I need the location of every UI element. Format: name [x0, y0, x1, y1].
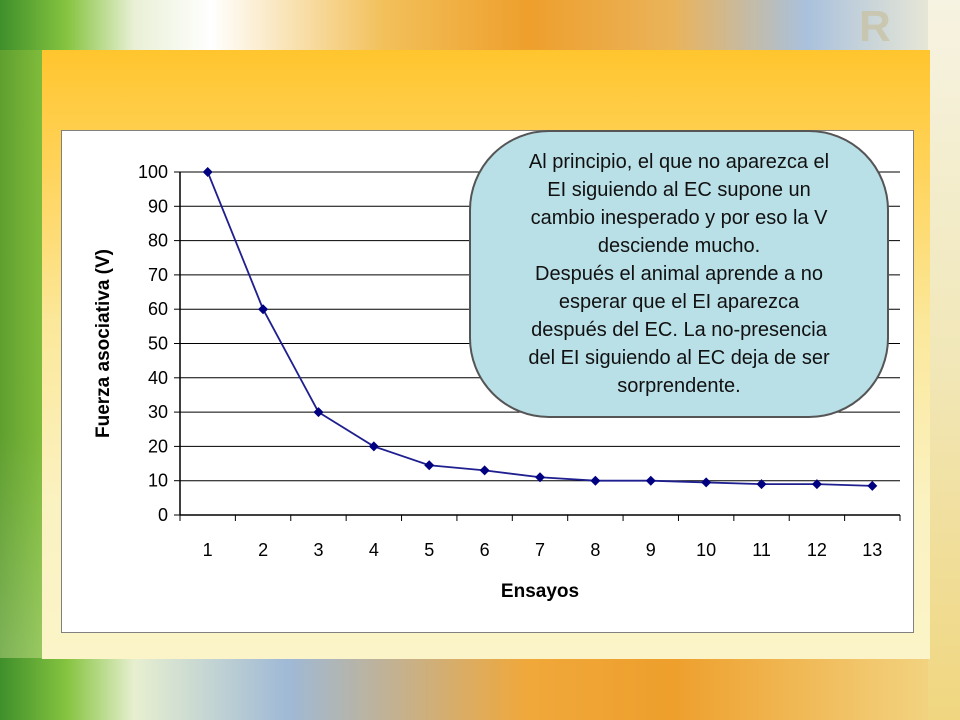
- y-tick-label: 70: [148, 265, 168, 285]
- callout-line: desciende mucho.: [597, 235, 761, 257]
- y-axis: 0 10 20 30 40 50 60 70 80 90 100: [138, 162, 181, 525]
- x-tick-label: 11: [752, 540, 771, 560]
- x-tick-label: 1: [203, 540, 213, 560]
- callout-line: del EI siguiendo al EC deja de ser: [528, 347, 830, 369]
- data-point: [258, 304, 269, 315]
- y-tick-label: 80: [148, 231, 168, 251]
- data-markers: [202, 167, 878, 491]
- y-tick-label: 30: [148, 402, 168, 422]
- callout-line: EI siguiendo al EC supone un: [547, 179, 811, 201]
- data-point: [368, 441, 379, 452]
- background-top-band: [0, 0, 960, 50]
- x-tick-label: 13: [862, 540, 882, 560]
- x-tick-label: 5: [424, 540, 434, 560]
- y-tick-label: 0: [158, 505, 168, 525]
- background-right-strip: [928, 0, 960, 720]
- data-point: [645, 475, 656, 486]
- data-point: [756, 479, 767, 490]
- x-axis-title: Ensayos: [501, 581, 579, 602]
- x-tick-label: 2: [258, 540, 268, 560]
- callout-line: esperar que el EI aparezca: [558, 291, 800, 313]
- x-tick-label: 4: [369, 540, 379, 560]
- data-point: [701, 477, 712, 488]
- callout-line: Después el animal aprende a no: [535, 263, 823, 285]
- callout-line: cambio inesperado y por eso la V: [530, 207, 828, 229]
- y-axis-title: Fuerza asociativa (V): [93, 249, 114, 438]
- data-point: [535, 472, 545, 483]
- callout-line: Al principio, el que no aparezca el: [528, 151, 830, 173]
- background-bottom-band: [0, 658, 960, 720]
- callout-line: después del EC. La no-presencia: [531, 319, 827, 341]
- slide-panel: 0 10 20 30 40 50 60 70 80 90 100 1 2 3 4 5 6 7 8 9 10 11 12 13…: [42, 50, 930, 659]
- data-point: [479, 465, 490, 476]
- y-tick-label: 10: [148, 471, 168, 491]
- x-tick-label: 7: [535, 540, 545, 560]
- y-tick-label: 40: [148, 368, 168, 388]
- x-tick-label: 8: [590, 540, 600, 560]
- y-tick-label: 60: [148, 299, 168, 319]
- data-point: [424, 460, 435, 471]
- x-tick-label: 10: [696, 540, 716, 560]
- data-point: [867, 480, 878, 491]
- x-tick-label: 6: [480, 540, 490, 560]
- callout-line: sorprendente.: [617, 375, 741, 397]
- y-tick-label: 50: [148, 334, 168, 354]
- data-point: [202, 167, 213, 177]
- x-tick-label: 12: [807, 540, 827, 560]
- y-tick-label: 90: [148, 196, 168, 216]
- x-tick-label: 3: [313, 540, 323, 560]
- x-tick-label: 9: [646, 540, 656, 560]
- explanation-callout: Al principio, el que no aparezca el EI s…: [469, 130, 889, 418]
- logo: R: [859, 2, 891, 51]
- data-point: [590, 475, 601, 486]
- data-point: [811, 479, 822, 490]
- y-tick-label: 20: [148, 436, 168, 456]
- data-point: [313, 407, 324, 418]
- x-axis: 1 2 3 4 5 6 7 8 9 10 11 12 13: [179, 514, 901, 560]
- callout-text: Al principio, el que no aparezca el EI s…: [489, 148, 869, 400]
- y-tick-label: 100: [138, 162, 168, 182]
